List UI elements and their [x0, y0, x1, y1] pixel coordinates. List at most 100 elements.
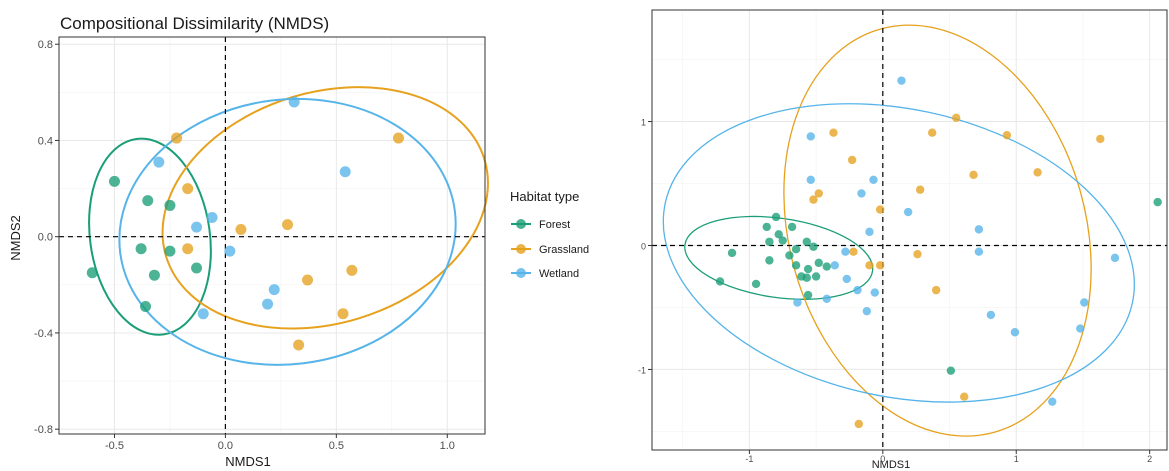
right-point-group-2	[842, 274, 851, 284]
right-point-group-0	[802, 273, 811, 282]
right-point-group-0	[814, 258, 823, 268]
right-point-group-2	[830, 261, 839, 270]
right-plot-panel: -1 0 1 2 -1 0 1	[638, 9, 1168, 464]
right-point-group-1	[913, 249, 922, 259]
left-point-forest	[148, 269, 160, 281]
left-point-wetland	[224, 245, 236, 257]
legend-key-point-grassland	[516, 244, 526, 254]
left-point-wetland	[262, 298, 274, 310]
right-y-tick-label: -1	[638, 365, 646, 375]
left-point-wetland	[206, 211, 218, 223]
right-point-group-2	[974, 225, 984, 234]
left-x-tick-label: -0.5	[105, 440, 124, 452]
legend-label-grassland: Grassland	[539, 244, 589, 256]
right-point-group-0	[803, 290, 813, 300]
legend-item-wetland: Wetland	[511, 268, 579, 280]
right-y-tick-label: 0	[641, 241, 646, 251]
right-point-group-0	[765, 237, 774, 246]
right-point-group-0	[778, 236, 787, 245]
left-x-tick-label: 0.0	[218, 440, 233, 452]
left-point-grassland	[171, 132, 183, 144]
right-point-group-0	[822, 262, 831, 271]
left-point-forest	[191, 262, 203, 274]
right-point-group-2	[841, 247, 850, 256]
left-point-grassland	[302, 274, 313, 286]
right-point-group-0	[802, 237, 811, 246]
left-point-grassland	[182, 183, 194, 195]
right-point-group-2	[822, 294, 831, 303]
left-point-forest	[140, 300, 152, 312]
left-y-tick-label: -0.8	[34, 424, 53, 436]
right-point-group-0	[751, 279, 761, 289]
right-point-group-1	[847, 155, 857, 165]
left-point-forest	[164, 199, 176, 211]
left-x-axis-title: NMDS1	[225, 454, 271, 469]
left-y-tick-label: 0.8	[38, 39, 53, 51]
left-y-tick-label: 0.4	[38, 135, 53, 147]
right-point-group-0	[715, 277, 725, 286]
right-point-group-1	[915, 185, 925, 194]
legend-label-wetland: Wetland	[539, 268, 579, 280]
right-point-group-1	[849, 247, 858, 256]
left-point-wetland	[268, 284, 280, 296]
left-ellipse-wetland	[118, 97, 457, 366]
right-point-group-0	[791, 245, 801, 254]
right-point-group-2	[897, 76, 906, 85]
right-point-group-1	[829, 128, 838, 137]
left-point-forest	[164, 245, 176, 257]
right-point-group-0	[809, 242, 818, 251]
right-x-tick-label: 1	[1014, 454, 1019, 464]
right-point-group-0	[787, 222, 797, 232]
right-point-group-0	[785, 251, 794, 260]
right-point-group-2	[986, 310, 996, 320]
left-x-tick-label: 0.5	[329, 440, 344, 452]
right-point-group-0	[762, 222, 771, 232]
right-point-group-1	[854, 419, 864, 429]
right-x-tick-label: 0	[880, 454, 885, 464]
left-point-grassland	[235, 223, 247, 235]
right-x-tick-label: -1	[745, 454, 753, 464]
right-plot-border	[651, 9, 1168, 451]
left-y-tick-label: 0.0	[38, 232, 53, 244]
legend-key-point-forest	[516, 219, 526, 229]
left-plot-border	[58, 36, 486, 435]
right-point-group-1	[875, 205, 885, 214]
left-ellipse-forest	[88, 137, 212, 336]
right-point-group-2	[870, 288, 880, 297]
right-point-group-0	[727, 248, 737, 258]
right-point-group-1	[1096, 134, 1105, 144]
right-y-tick-label: 1	[641, 118, 646, 128]
left-point-forest	[108, 175, 120, 187]
right-point-group-1	[1033, 168, 1042, 177]
left-point-grassland	[282, 219, 294, 231]
right-point-group-0	[771, 212, 781, 222]
right-point-group-2	[853, 285, 862, 295]
left-point-wetland	[339, 166, 351, 178]
left-plot-panel: -0.5 0.0 0.5 1.0 -0.8 -0.4 0.0 0.4 0.8	[34, 36, 489, 452]
right-point-group-2	[806, 175, 815, 185]
left-x-tick-label: 1.0	[440, 440, 455, 452]
left-point-wetland	[153, 156, 165, 168]
right-point-group-2	[903, 207, 913, 217]
left-point-wetland	[288, 96, 300, 108]
right-point-group-0	[774, 230, 783, 239]
legend: Habitat type Forest Grassland Wetland	[510, 189, 589, 280]
right-x-axis-title: NMDS1	[872, 459, 911, 471]
right-point-group-1	[809, 195, 818, 204]
right-point-group-1	[814, 189, 823, 198]
right-point-group-2	[1080, 298, 1089, 307]
left-y-axis-title: NMDS2	[8, 215, 23, 261]
left-chart-title: Compositional Dissimilarity (NMDS)	[60, 14, 329, 33]
left-point-wetland	[197, 308, 209, 320]
right-point-group-2	[1048, 397, 1057, 406]
right-point-group-1	[865, 261, 874, 270]
left-point-forest	[135, 243, 147, 255]
right-point-group-1	[969, 170, 978, 180]
right-point-group-1	[927, 128, 937, 137]
right-ellipse-group-1	[783, 24, 1092, 437]
right-point-group-0	[765, 256, 774, 265]
right-point-group-2	[865, 227, 874, 237]
right-plot-background	[652, 10, 1167, 450]
right-point-group-0	[803, 264, 813, 274]
